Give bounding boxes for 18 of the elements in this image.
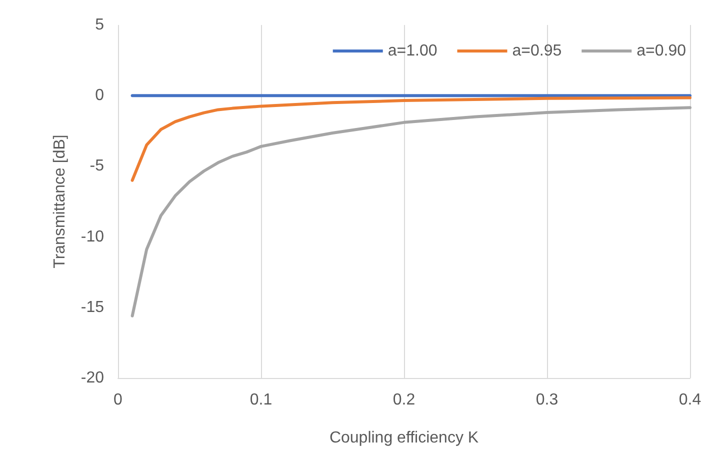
y-tick-label: -10 — [80, 228, 104, 246]
legend-label: a=0.90 — [636, 42, 686, 60]
x-tick-label: 0.1 — [250, 392, 272, 408]
y-tick-label: 5 — [95, 16, 104, 34]
x-tick-label: 0.4 — [678, 392, 702, 408]
line-series — [130, 96, 692, 182]
y-tick-label: -20 — [80, 370, 104, 386]
legend-label: a=0.95 — [512, 42, 562, 60]
x-tick-label: 0.3 — [536, 392, 558, 408]
x-tick-label: 0 — [114, 392, 123, 408]
y-tick-label: 0 — [95, 87, 104, 104]
y-tick-label: -5 — [90, 158, 104, 175]
legend-label: a=1.00 — [388, 42, 438, 60]
y-tick-label: -15 — [80, 298, 104, 316]
line-series — [130, 106, 692, 318]
x-axis-title: Coupling efficiency K — [329, 430, 479, 446]
y-axis-title: Transmittance [dB] — [52, 134, 68, 268]
x-tick-label: 0.2 — [392, 392, 416, 408]
